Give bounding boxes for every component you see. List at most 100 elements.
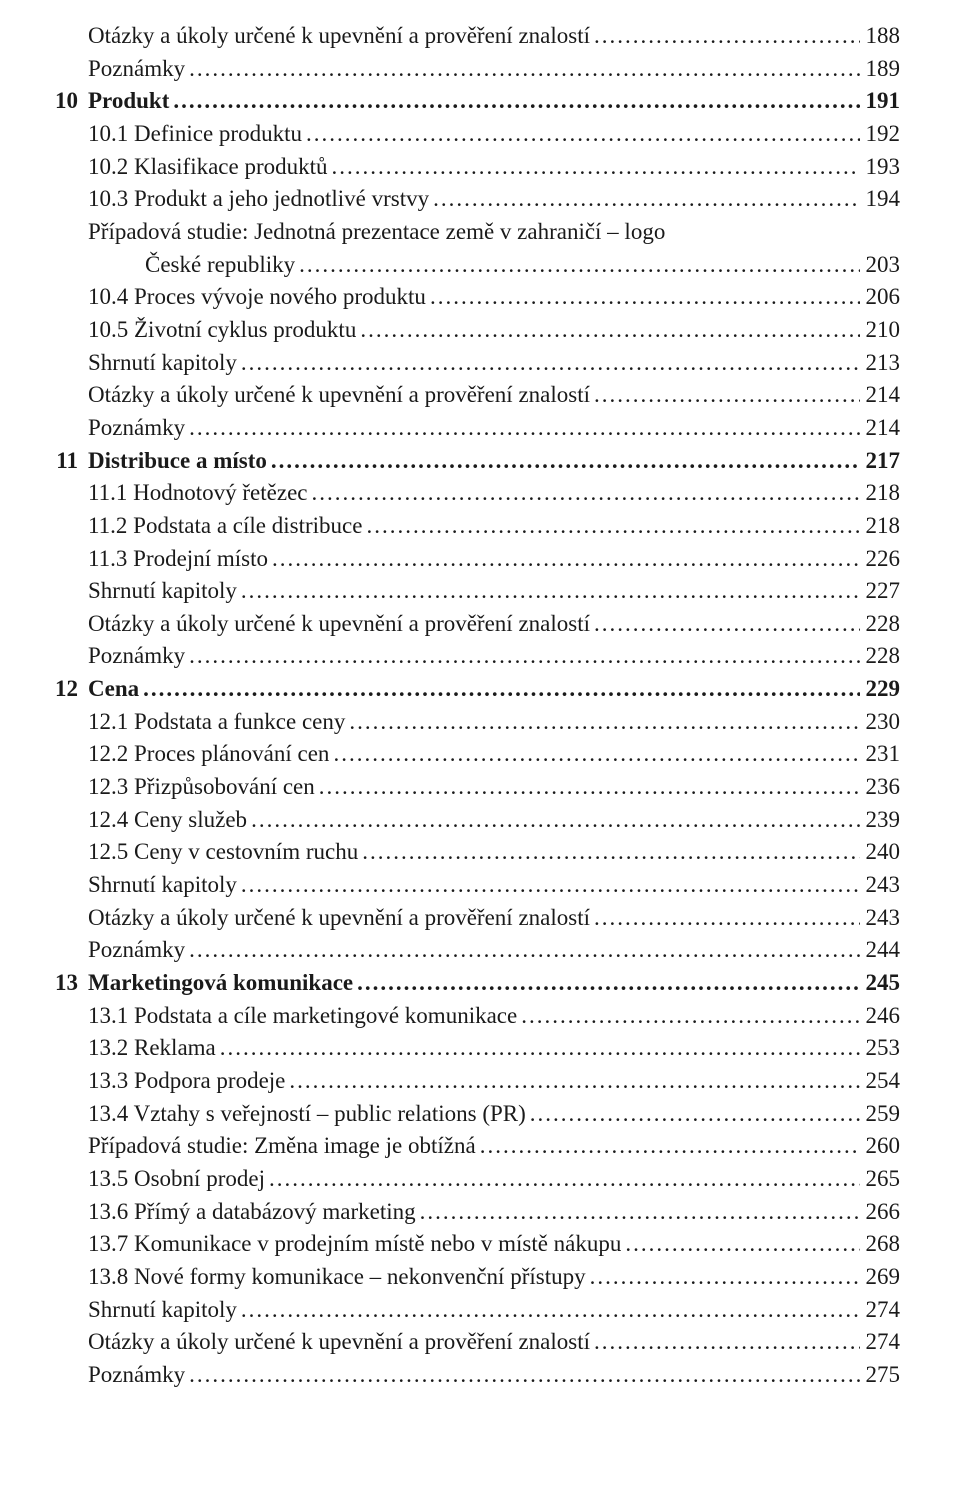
toc-dots: ........................................… — [478, 1130, 860, 1163]
toc-subsection-line: 10.1 Definice produktu..................… — [30, 118, 900, 151]
toc-page-number: 265 — [860, 1163, 901, 1196]
chapter-number: 13 — [30, 967, 88, 1000]
toc-title: 10.1 Definice produktu — [88, 118, 304, 151]
toc-dots: ........................................… — [431, 183, 859, 216]
toc-subsection-line: 12.4 Ceny služeb........................… — [30, 804, 900, 837]
toc-title: Cena — [88, 673, 141, 706]
chapter-number: 10 — [30, 85, 88, 118]
toc-dots: ........................................… — [592, 20, 860, 53]
toc-title: Shrnutí kapitoly — [88, 575, 239, 608]
toc-subsection-line: 13.7 Komunikace v prodejním místě nebo v… — [30, 1228, 900, 1261]
toc-page-number: 243 — [860, 902, 901, 935]
toc-dots: ........................................… — [239, 575, 860, 608]
toc-subsection-line: 12.3 Přizpůsobování cen.................… — [30, 771, 900, 804]
toc-sub-line: Shrnutí kapitoly........................… — [30, 347, 900, 380]
toc-page-number: 253 — [860, 1032, 901, 1065]
toc-sub-line: Poznámky................................… — [30, 53, 900, 86]
toc-title: 10.3 Produkt a jeho jednotlivé vrstvy — [88, 183, 431, 216]
toc-dots: ........................................… — [592, 1326, 860, 1359]
toc-subsection-line: 13.5 Osobní prodej......................… — [30, 1163, 900, 1196]
toc-dots: ........................................… — [592, 902, 860, 935]
toc-subsection-line: 12.1 Podstata a funkce ceny.............… — [30, 706, 900, 739]
toc-page-number: 210 — [860, 314, 901, 347]
toc-title: 12.1 Podstata a funkce ceny — [88, 706, 347, 739]
toc-dots: ........................................… — [358, 314, 859, 347]
toc-page-number: 230 — [860, 706, 901, 739]
toc-title: 13.6 Přímý a databázový marketing — [88, 1196, 418, 1229]
toc-dots: ........................................… — [287, 1065, 859, 1098]
toc-dots: ........................................… — [623, 1228, 859, 1261]
toc-page-number: 203 — [860, 249, 901, 282]
toc-title: Otázky a úkoly určené k upevnění a prově… — [88, 1326, 592, 1359]
toc-page-number: 236 — [860, 771, 901, 804]
toc-subsection-line: 13.8 Nové formy komunikace – nekonvenční… — [30, 1261, 900, 1294]
toc-sub-line: Poznámky................................… — [30, 1359, 900, 1392]
toc-title: Otázky a úkoly určené k upevnění a prově… — [88, 379, 592, 412]
toc-subsection-line: 13.4 Vztahy s veřejností – public relati… — [30, 1098, 900, 1131]
toc-title: Distribuce a místo — [88, 445, 269, 478]
toc-page-number: 268 — [860, 1228, 901, 1261]
toc-page-number: 228 — [860, 640, 901, 673]
toc-chapter-line: 11Distribuce a místo....................… — [30, 445, 900, 478]
toc-chapter-line: 10Produkt...............................… — [30, 85, 900, 118]
toc-subsection-line: 12.5 Ceny v cestovním ruchu.............… — [30, 836, 900, 869]
toc-title: 12.2 Proces plánování cen — [88, 738, 331, 771]
toc-title: 11.2 Podstata a cíle distribuce — [88, 510, 364, 543]
toc-dots: ........................................… — [355, 967, 859, 1000]
chapter-number: 12 — [30, 673, 88, 706]
toc-title: Otázky a úkoly určené k upevnění a prově… — [88, 902, 592, 935]
toc-dots: ........................................… — [187, 640, 859, 673]
toc-title: 13.8 Nové formy komunikace – nekonvenční… — [88, 1261, 588, 1294]
toc-dots: ........................................… — [331, 738, 859, 771]
toc-sub-line: Poznámky................................… — [30, 412, 900, 445]
toc-title: 13.1 Podstata a cíle marketingové komuni… — [88, 1000, 519, 1033]
toc-dots: ........................................… — [364, 510, 859, 543]
toc-chapter-line: 12Cena..................................… — [30, 673, 900, 706]
toc-title: Případová studie: Jednotná prezentace ze… — [88, 216, 667, 249]
toc-title: 10.4 Proces vývoje nového produktu — [88, 281, 428, 314]
toc-title: 13.7 Komunikace v prodejním místě nebo v… — [88, 1228, 623, 1261]
toc-page-number: 191 — [860, 85, 901, 118]
toc-sub-line: Shrnutí kapitoly........................… — [30, 575, 900, 608]
toc-title: 13.2 Reklama — [88, 1032, 218, 1065]
toc-page-number: 213 — [860, 347, 901, 380]
toc-page-number: 274 — [860, 1294, 901, 1327]
toc-page-number: 231 — [860, 738, 901, 771]
toc-title: Otázky a úkoly určené k upevnění a prově… — [88, 20, 592, 53]
toc-title: 10.2 Klasifikace produktů — [88, 151, 330, 184]
toc-dots: ........................................… — [418, 1196, 860, 1229]
toc-title: 13.5 Osobní prodej — [88, 1163, 267, 1196]
toc-title: Poznámky — [88, 53, 187, 86]
toc-sub-line: Otázky a úkoly určené k upevnění a prově… — [30, 608, 900, 641]
toc-dots: ........................................… — [360, 836, 859, 869]
toc-dots: ........................................… — [592, 379, 860, 412]
toc-title: Poznámky — [88, 934, 187, 967]
chapter-number: 11 — [30, 445, 88, 478]
toc-title: 11.3 Prodejní místo — [88, 543, 270, 576]
toc-dots: ........................................… — [269, 445, 860, 478]
toc-page-number: 228 — [860, 608, 901, 641]
toc-page-number: 229 — [860, 673, 901, 706]
toc-subsection-line: 11.2 Podstata a cíle distribuce.........… — [30, 510, 900, 543]
toc-subsection-line: 10.4 Proces vývoje nového produktu......… — [30, 281, 900, 314]
toc-page-number: 188 — [860, 20, 901, 53]
toc-page-number: 239 — [860, 804, 901, 837]
toc-page-number: 206 — [860, 281, 901, 314]
toc-page-number: 218 — [860, 477, 901, 510]
toc-title: Případová studie: Změna image je obtížná — [88, 1130, 478, 1163]
toc-title: Poznámky — [88, 640, 187, 673]
toc-dots: ........................................… — [528, 1098, 860, 1131]
toc-dots: ........................................… — [519, 1000, 859, 1033]
toc-subsection-line: 13.6 Přímý a databázový marketing.......… — [30, 1196, 900, 1229]
toc-dots: ........................................… — [141, 673, 859, 706]
toc-title: 12.4 Ceny služeb — [88, 804, 249, 837]
toc-dots: ........................................… — [592, 608, 860, 641]
toc-title: Poznámky — [88, 1359, 187, 1392]
toc-title: 11.1 Hodnotový řetězec — [88, 477, 310, 510]
toc-subsection-line: 10.2 Klasifikace produktů...............… — [30, 151, 900, 184]
toc-page-number: 193 — [860, 151, 901, 184]
toc-subsection-line: 13.3 Podpora prodeje....................… — [30, 1065, 900, 1098]
toc-page-number: 254 — [860, 1065, 901, 1098]
toc-dots: ........................................… — [187, 934, 859, 967]
toc-dots: ........................................… — [239, 1294, 860, 1327]
